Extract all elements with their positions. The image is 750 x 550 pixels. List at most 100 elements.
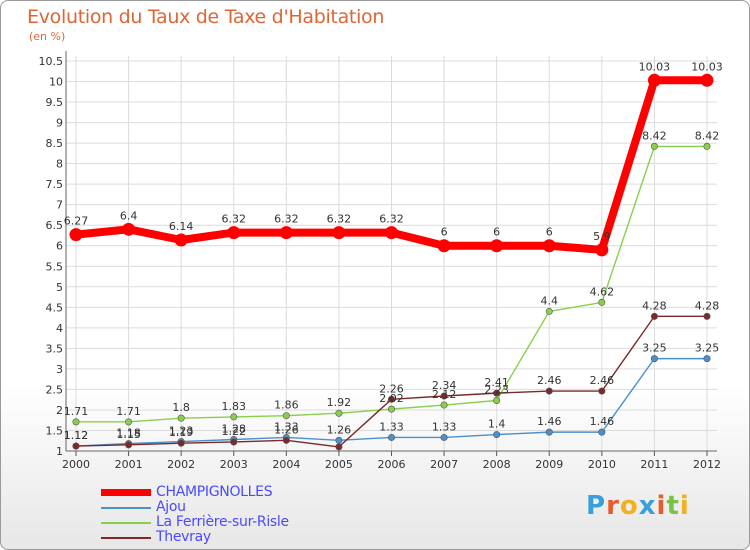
y-tick-label: 1 <box>56 445 63 458</box>
y-tick-label: 10 <box>49 76 63 89</box>
data-point <box>282 436 290 444</box>
data-point <box>437 239 451 253</box>
data-point <box>493 431 501 439</box>
legend-label-la-ferriere: La Ferrière-sur-Risle <box>156 514 289 530</box>
data-label: 1.12 <box>64 429 89 442</box>
data-point <box>230 413 238 421</box>
data-point <box>650 355 658 363</box>
legend-swatch-ajou <box>101 507 151 509</box>
data-point <box>125 441 133 449</box>
legend-item-ajou: Ajou <box>101 499 361 515</box>
data-label: 1.33 <box>379 420 404 433</box>
data-label: 6 <box>441 226 448 239</box>
x-tick-label: 2006 <box>378 458 406 471</box>
y-tick-label: 7 <box>56 199 63 212</box>
proxiti-logo: Proxiti <box>586 491 690 521</box>
y-tick-label: 2.5 <box>46 383 64 396</box>
data-point <box>440 392 448 400</box>
data-point <box>177 414 185 422</box>
y-tick-label: 9.5 <box>46 96 64 109</box>
x-tick-label: 2007 <box>430 458 458 471</box>
legend-label-champignolles: CHAMPIGNOLLES <box>156 484 273 500</box>
data-label: 6 <box>546 226 553 239</box>
y-tick-label: 4 <box>56 322 63 335</box>
data-label: 2.34 <box>432 379 457 392</box>
data-label: 1.4 <box>488 418 506 431</box>
data-point <box>387 395 395 403</box>
data-point <box>279 226 293 240</box>
data-label: 1.28 <box>222 423 247 436</box>
data-point <box>440 401 448 409</box>
data-point <box>177 439 185 447</box>
data-point <box>598 428 606 436</box>
data-point <box>282 412 290 420</box>
data-label: 1.26 <box>327 423 352 436</box>
data-point <box>545 387 553 395</box>
legend-swatch-champignolles <box>101 489 151 496</box>
data-point <box>440 433 448 441</box>
y-tick-label: 5 <box>56 281 63 294</box>
data-point <box>703 355 711 363</box>
y-tick-label: 10.5 <box>39 55 64 68</box>
data-label: 6.4 <box>120 209 138 222</box>
data-label: 6.27 <box>64 215 89 228</box>
data-point <box>650 142 658 150</box>
data-label: 1.83 <box>222 400 247 413</box>
data-label: 4.62 <box>590 285 615 298</box>
data-label: 1.18 <box>116 427 141 440</box>
y-tick-label: 6 <box>56 240 63 253</box>
y-tick-label: 3.5 <box>46 342 64 355</box>
legend-label-ajou: Ajou <box>156 499 186 515</box>
data-point <box>542 239 556 253</box>
data-point <box>387 433 395 441</box>
data-point <box>72 442 80 450</box>
data-label: 2.46 <box>590 374 615 387</box>
y-tick-label: 5.5 <box>46 260 64 273</box>
y-tick-label: 1.5 <box>46 424 64 437</box>
data-point <box>122 222 136 236</box>
data-label: 1.15 <box>116 428 141 441</box>
data-point <box>703 142 711 150</box>
data-label: 8.42 <box>695 129 720 142</box>
data-label: 4.28 <box>642 299 667 312</box>
data-point <box>647 73 661 87</box>
data-label: 2.02 <box>379 392 404 405</box>
y-tick-label: 3 <box>56 363 63 376</box>
data-label: 2.26 <box>379 382 404 395</box>
data-point <box>490 239 504 253</box>
y-tick-label: 6.5 <box>46 219 64 232</box>
legend-swatch-thevray <box>101 537 151 539</box>
data-label: 6.32 <box>222 213 247 226</box>
x-tick-label: 2005 <box>325 458 353 471</box>
data-label: 3.25 <box>695 342 720 355</box>
data-label: 1.23 <box>169 425 194 438</box>
data-point <box>545 428 553 436</box>
x-tick-label: 2012 <box>693 458 721 471</box>
data-point <box>545 307 553 315</box>
x-tick-label: 2002 <box>167 458 195 471</box>
data-label: 6.32 <box>379 213 404 226</box>
data-point <box>335 443 343 451</box>
data-point <box>493 389 501 397</box>
data-label: 2.23 <box>484 384 509 397</box>
x-tick-label: 2003 <box>220 458 248 471</box>
data-point <box>230 438 238 446</box>
data-label: 6.32 <box>327 213 352 226</box>
data-label: 10.03 <box>639 60 671 73</box>
data-point <box>493 397 501 405</box>
data-label: 1.46 <box>537 415 562 428</box>
data-label: 1.33 <box>432 420 457 433</box>
data-label: 3.25 <box>642 342 667 355</box>
data-label: 1.22 <box>222 425 247 438</box>
data-point <box>125 418 133 426</box>
data-point <box>700 73 714 87</box>
data-label: 1.86 <box>274 399 299 412</box>
data-label: 1.19 <box>169 426 194 439</box>
legend-item-la-ferriere: La Ferrière-sur-Risle <box>101 514 361 530</box>
data-label: 2.12 <box>432 388 457 401</box>
data-label: 10.03 <box>691 60 723 73</box>
data-label: 1.8 <box>172 401 190 414</box>
y-tick-label: 2 <box>56 404 63 417</box>
